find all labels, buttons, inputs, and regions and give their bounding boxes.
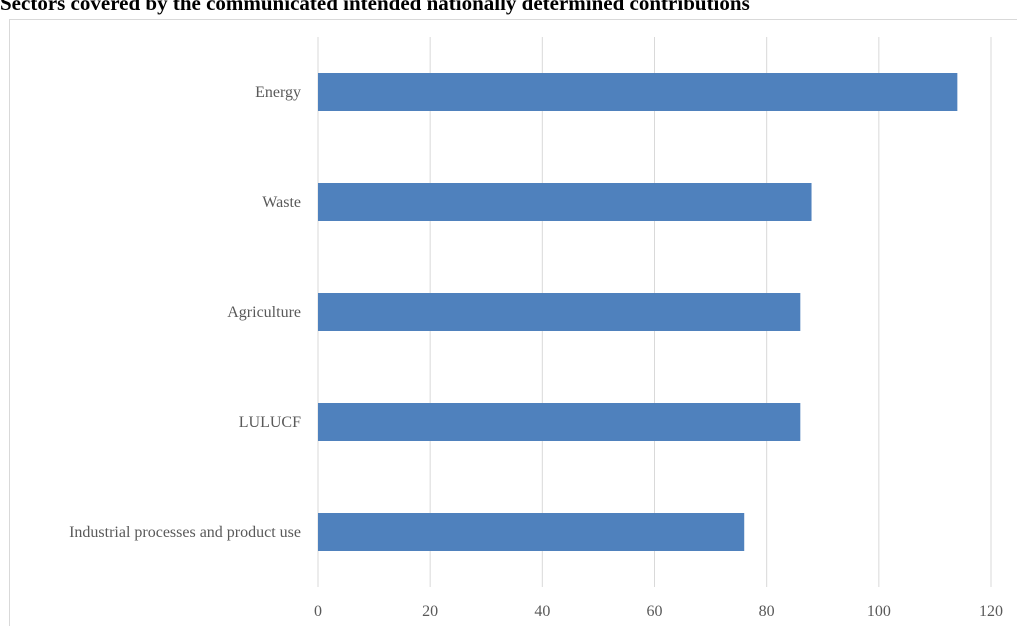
x-tick-label: 80 [759, 603, 775, 620]
bar-industrial-processes-and-product-use [318, 513, 744, 551]
category-label: Industrial processes and product use [69, 524, 301, 541]
x-tick-label: 40 [534, 603, 550, 620]
x-tick-labels: 0 20 40 60 80 100 120 [314, 603, 1003, 620]
x-tick-label: 100 [867, 603, 891, 620]
x-tick-label: 120 [979, 603, 1003, 620]
bar-waste [318, 183, 812, 221]
x-tick-label: 20 [422, 603, 438, 620]
bars [318, 73, 957, 551]
x-tick-label: 0 [314, 603, 322, 620]
category-label: Waste [262, 194, 301, 211]
category-label: Agriculture [227, 304, 301, 321]
category-label: Energy [255, 84, 301, 101]
bar-agriculture [318, 293, 800, 331]
bar-energy [318, 73, 957, 111]
x-tick-label: 60 [647, 603, 663, 620]
bar-lulucf [318, 403, 800, 441]
category-labels: Energy Waste Agriculture LULUCF Industrial p… [69, 84, 301, 541]
category-label: LULUCF [239, 414, 301, 431]
